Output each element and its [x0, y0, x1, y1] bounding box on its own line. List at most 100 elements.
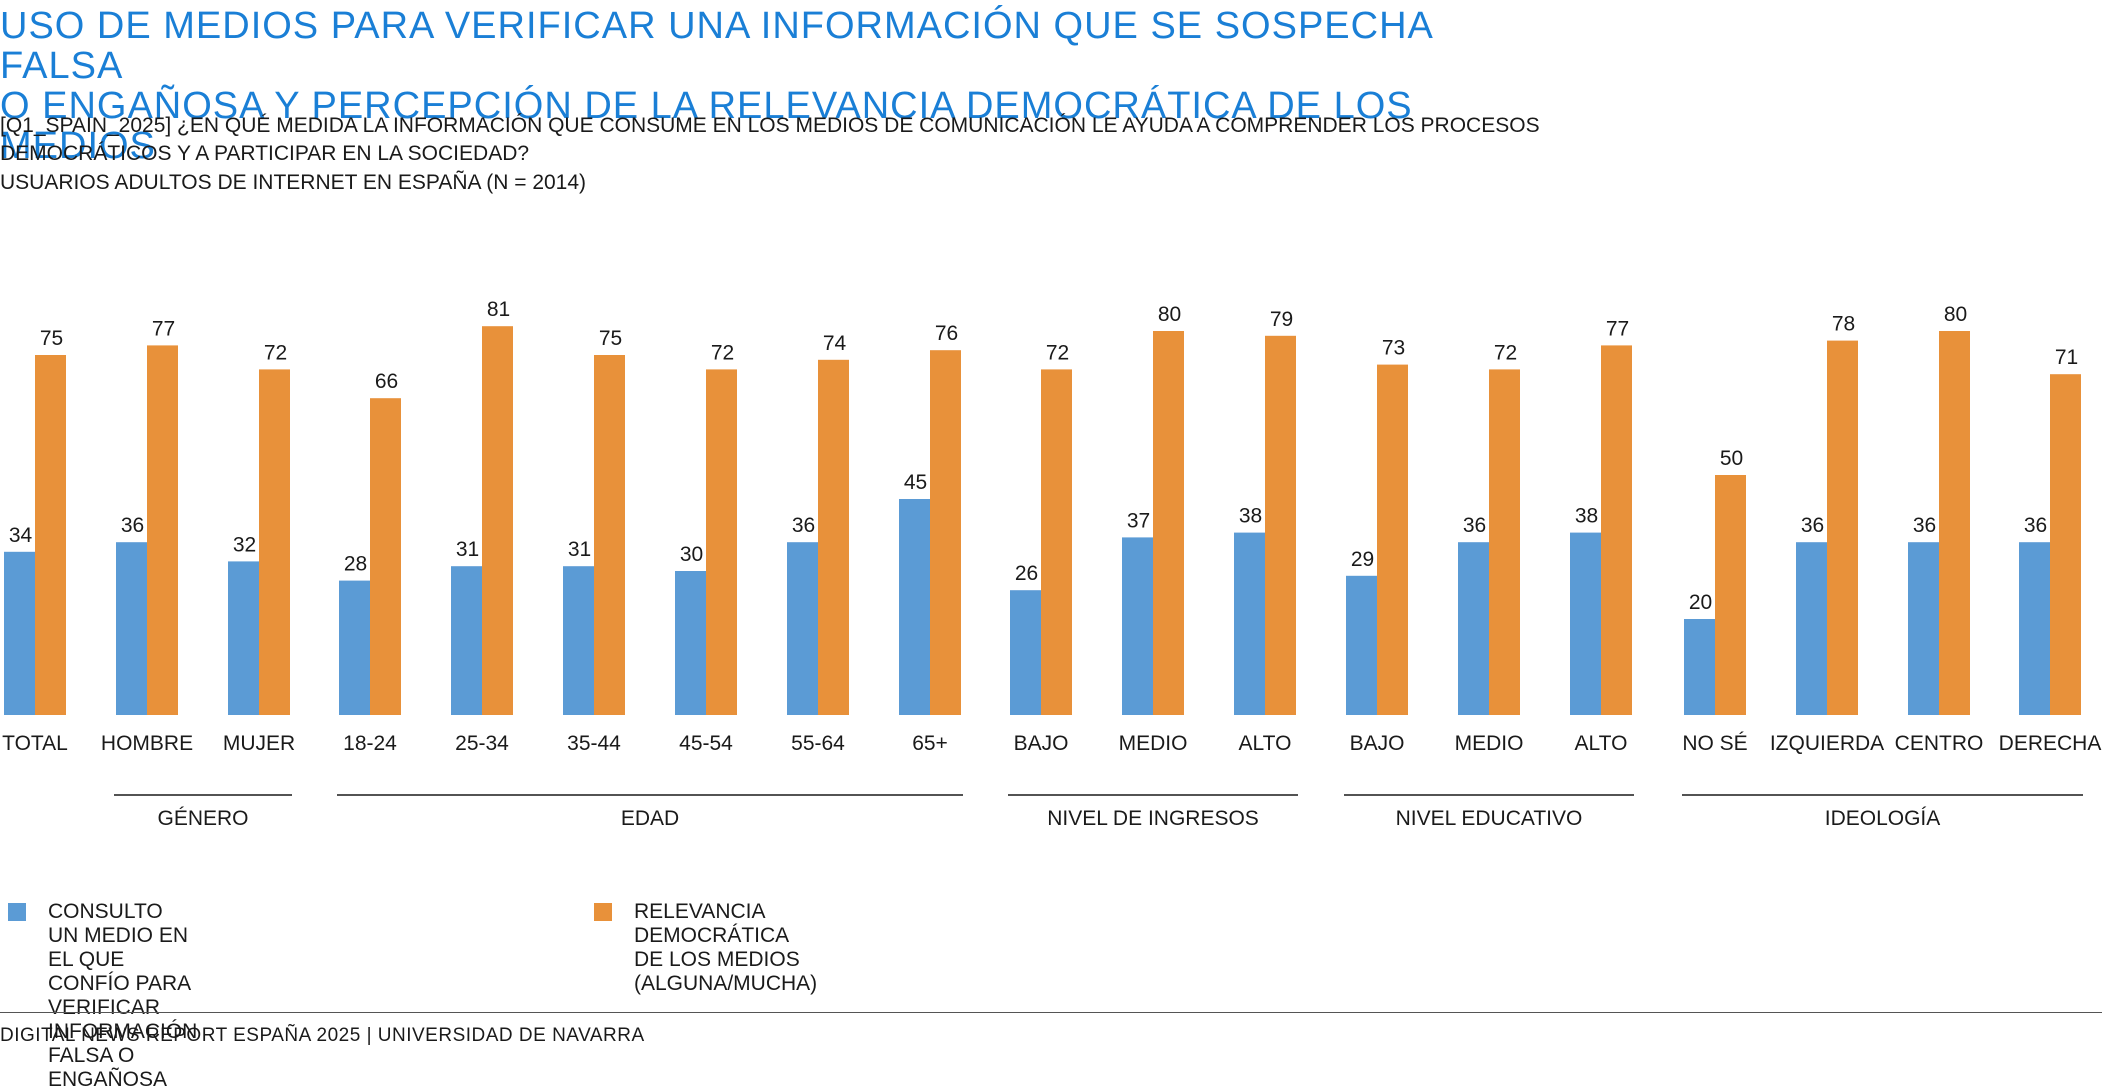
data-label-blue-16: 20 [1689, 591, 1712, 614]
sample-base: USUARIOS ADULTOS DE INTERNET EN ESPAÑA (… [0, 171, 587, 194]
data-label-blue-15: 38 [1575, 505, 1598, 528]
category-label-16: NO SÉ [1682, 732, 1747, 755]
group-label-1: GÉNERO [157, 807, 248, 830]
bar-blue-14 [1458, 542, 1489, 715]
data-label-blue-7: 30 [680, 543, 703, 566]
data-label-orange-8: 74 [823, 332, 847, 355]
data-label-blue-5: 31 [456, 538, 479, 561]
bar-orange-3 [259, 369, 290, 715]
data-label-blue-1: 34 [9, 524, 33, 547]
category-label-17: IZQUIERDA [1770, 732, 1884, 755]
bar-blue-10 [1010, 590, 1041, 715]
bar-orange-11 [1153, 331, 1184, 715]
footer-divider [0, 1012, 2102, 1013]
bar-blue-17 [1796, 542, 1827, 715]
category-label-18: CENTRO [1895, 732, 1984, 755]
legend-item-blue: CONSULTO UN MEDIO EN EL QUE CONFÍO PARA … [8, 900, 197, 1092]
data-label-orange-17: 78 [1832, 313, 1855, 336]
category-label-6: 35-44 [567, 732, 621, 755]
footer-source: DIGITAL NEWS REPORT ESPAÑA 2025 | UNIVER… [0, 1025, 645, 1046]
data-label-orange-11: 80 [1158, 303, 1181, 326]
data-label-blue-13: 29 [1351, 548, 1374, 571]
category-label-4: 18-24 [343, 732, 397, 755]
data-label-orange-18: 80 [1944, 303, 1967, 326]
bar-blue-5 [451, 566, 482, 715]
category-label-14: MEDIO [1455, 732, 1524, 755]
category-label-2: HOMBRE [101, 732, 193, 755]
category-label-12: ALTO [1239, 732, 1292, 755]
data-label-blue-4: 28 [344, 553, 367, 576]
data-label-orange-12: 79 [1270, 308, 1293, 331]
group-label-4: NIVEL EDUCATIVO [1396, 807, 1583, 830]
data-label-blue-10: 26 [1015, 562, 1038, 585]
group-label-5: IDEOLOGÍA [1825, 807, 1941, 830]
bar-blue-3 [228, 561, 259, 715]
bar-orange-18 [1939, 331, 1970, 715]
bar-orange-16 [1715, 475, 1746, 715]
data-label-blue-19: 36 [2024, 514, 2047, 537]
bar-blue-6 [563, 566, 594, 715]
bar-orange-2 [147, 345, 178, 715]
bar-blue-12 [1234, 532, 1265, 715]
data-label-blue-11: 37 [1127, 509, 1150, 532]
data-label-orange-16: 50 [1720, 447, 1743, 470]
group-label-3: NIVEL DE INGRESOS [1047, 807, 1259, 830]
data-label-blue-18: 36 [1913, 514, 1936, 537]
bar-orange-13 [1377, 364, 1408, 715]
category-label-13: BAJO [1350, 732, 1405, 755]
survey-question: [Q1_SPAIN_2025] ¿EN QUÉ MEDIDA LA INFORM… [0, 114, 1540, 165]
bar-orange-1 [35, 355, 66, 715]
data-label-blue-9: 45 [904, 471, 927, 494]
bar-blue-7 [675, 571, 706, 715]
bar-orange-6 [594, 355, 625, 715]
data-label-orange-6: 75 [599, 327, 622, 350]
group-label-2: EDAD [621, 807, 679, 830]
bar-orange-17 [1827, 340, 1858, 715]
bar-blue-11 [1122, 537, 1153, 715]
bar-blue-1 [4, 551, 35, 715]
data-label-blue-6: 31 [568, 538, 591, 561]
bar-orange-10 [1041, 369, 1072, 715]
data-label-orange-19: 71 [2055, 346, 2078, 369]
bar-blue-13 [1346, 575, 1377, 715]
category-label-8: 55-64 [791, 732, 845, 755]
bar-orange-14 [1489, 369, 1520, 715]
data-label-blue-17: 36 [1801, 514, 1824, 537]
data-label-blue-3: 32 [233, 533, 256, 556]
data-label-orange-13: 73 [1382, 337, 1405, 360]
bar-blue-4 [339, 580, 370, 715]
category-label-11: MEDIO [1119, 732, 1188, 755]
grouped-bar-chart: 34 75 TOTAL 36 77 HOMBRE 32 72 MUJER 28 66 18-24 31 8… [2, 298, 2102, 830]
chart-title-line-1: USO DE MEDIOS PARA VERIFICAR UNA INFORMA… [0, 5, 1432, 87]
category-label-3: MUJER [223, 732, 295, 755]
data-label-orange-14: 72 [1494, 341, 1517, 364]
chart-title-line-2: O ENGAÑOSA Y PERCEPCIÓN DE LA RELEVANCIA… [0, 85, 1413, 167]
category-label-1: TOTAL [2, 732, 68, 755]
data-label-orange-3: 72 [264, 341, 287, 364]
data-label-orange-15: 77 [1606, 317, 1629, 340]
bar-orange-12 [1265, 335, 1296, 715]
category-label-19: DERECHA [1999, 732, 2102, 755]
data-label-orange-9: 76 [935, 322, 958, 345]
data-label-orange-10: 72 [1046, 341, 1069, 364]
bar-blue-9 [899, 499, 930, 715]
legend-swatch-orange [594, 903, 612, 921]
data-label-orange-7: 72 [711, 341, 734, 364]
bar-orange-19 [2050, 374, 2081, 715]
bar-orange-8 [818, 359, 849, 715]
bar-blue-19 [2019, 542, 2050, 715]
data-label-blue-12: 38 [1239, 505, 1262, 528]
bar-orange-4 [370, 398, 401, 715]
bar-orange-7 [706, 369, 737, 715]
category-label-5: 25-34 [455, 732, 509, 755]
category-label-10: BAJO [1014, 732, 1069, 755]
data-label-blue-8: 36 [792, 514, 815, 537]
legend-item-orange: RELEVANCIA DEMOCRÁTICA DE LOS MEDIOS (AL… [594, 900, 817, 996]
bar-blue-8 [787, 542, 818, 715]
category-label-15: ALTO [1575, 732, 1628, 755]
data-label-orange-4: 66 [375, 370, 398, 393]
bar-orange-9 [930, 350, 961, 715]
data-label-orange-1: 75 [40, 327, 63, 350]
bar-blue-18 [1908, 542, 1939, 715]
bar-orange-15 [1601, 345, 1632, 715]
